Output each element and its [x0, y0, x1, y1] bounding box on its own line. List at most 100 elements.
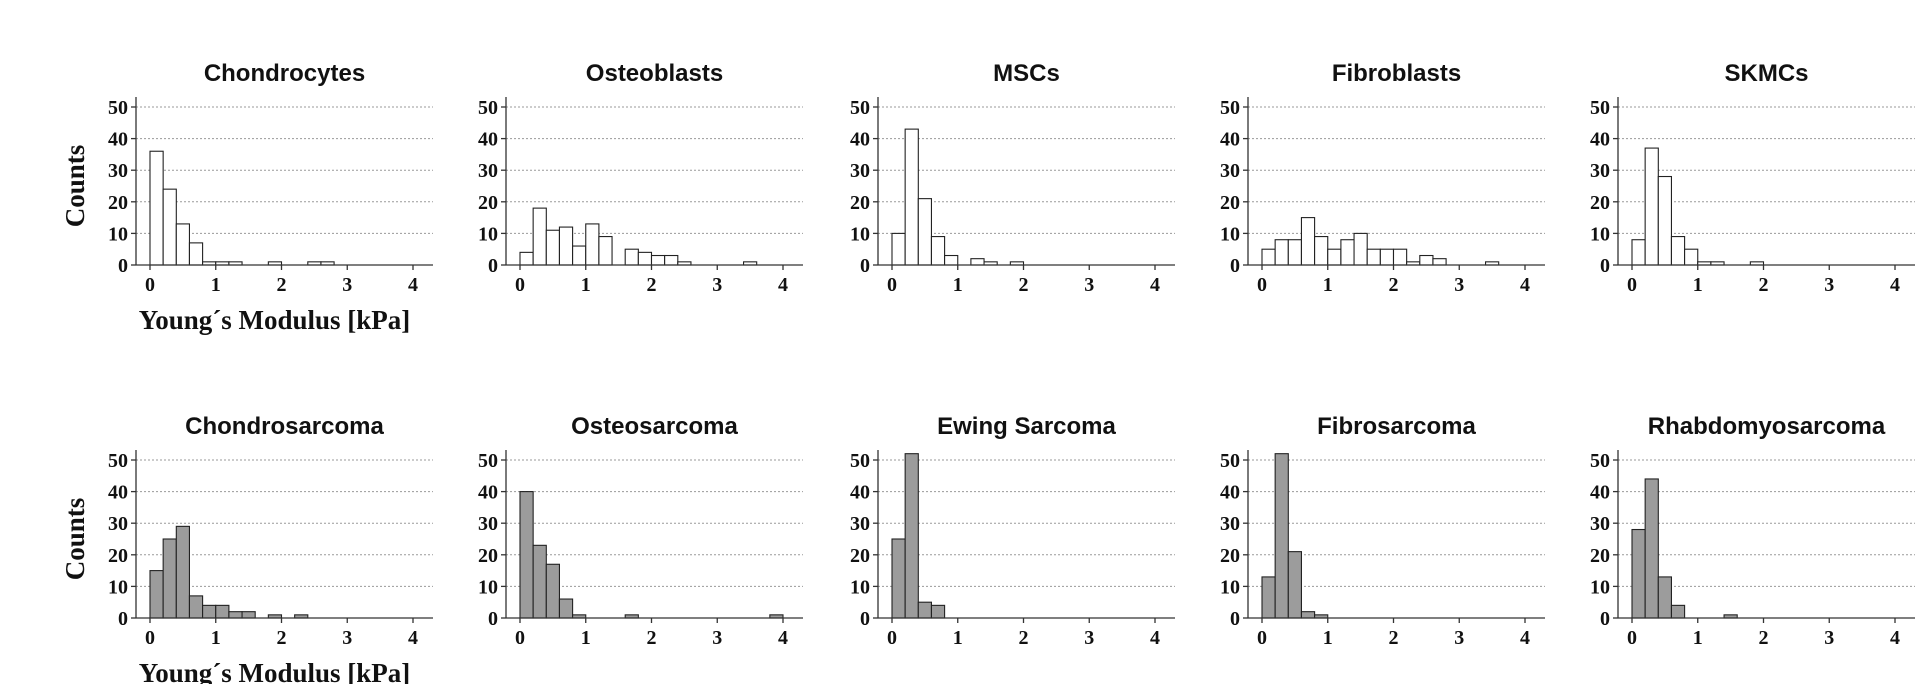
- y-tick-label: 0: [1600, 255, 1610, 277]
- histogram-bar: [664, 254, 679, 266]
- histogram-bar: [1657, 576, 1673, 619]
- y-tick-label: 50: [1590, 450, 1610, 472]
- y-tick-label: 40: [1220, 129, 1240, 151]
- panel-skmcs: SKMCs 0 10 20 30 40 50 0 1 2 3 4: [1590, 60, 1915, 296]
- y-tick-label: 10: [478, 576, 498, 598]
- x-tick-label: 2: [277, 274, 287, 296]
- y-tick-label: 0: [118, 255, 128, 277]
- y-tick-label: 0: [1600, 608, 1610, 630]
- x-tick-label: 0: [145, 274, 155, 296]
- histogram-bar: [1392, 248, 1408, 266]
- x-tick-label: 4: [1150, 274, 1160, 296]
- x-tick-label: 3: [1454, 627, 1464, 649]
- y-tick-label: 50: [850, 450, 870, 472]
- y-tick-label: 30: [850, 160, 870, 182]
- histogram-bar: [545, 563, 560, 619]
- x-tick-label: 0: [1627, 274, 1637, 296]
- panel-fibrosarcoma: Fibrosarcoma 0 10 20 30 40 50 0 1 2 3 4: [1220, 413, 1545, 649]
- panel-title: SKMCs: [1724, 60, 1808, 87]
- histogram-bar: [624, 248, 639, 266]
- x-tick-label: 2: [1759, 274, 1769, 296]
- histogram-bar: [650, 254, 666, 266]
- histogram-bar: [558, 598, 574, 619]
- y-tick-label: 10: [850, 223, 870, 245]
- histogram-bar: [1366, 248, 1381, 266]
- histogram-bar: [1300, 611, 1316, 619]
- histogram-bar: [558, 226, 574, 266]
- y-tick-label: 50: [108, 97, 128, 119]
- x-tick-label: 4: [1890, 274, 1900, 296]
- y-tick-label: 0: [118, 608, 128, 630]
- histogram-bar: [1353, 232, 1368, 266]
- histogram-bar: [1644, 478, 1659, 619]
- y-tick-label: 30: [1220, 160, 1240, 182]
- y-tick-label: 10: [1220, 223, 1240, 245]
- y-tick-label: 50: [478, 97, 498, 119]
- histogram-bar: [175, 223, 191, 266]
- histogram-bar: [1670, 604, 1686, 619]
- histogram-bar: [1287, 551, 1303, 619]
- y-tick-label: 40: [1590, 482, 1610, 504]
- histogram-bar: [1644, 147, 1659, 266]
- x-tick-label: 3: [1824, 274, 1834, 296]
- histogram-bar: [241, 611, 256, 619]
- y-tick-label: 50: [1220, 450, 1240, 472]
- histogram-bar: [637, 251, 653, 266]
- x-tick-label: 4: [408, 627, 418, 649]
- x-tick-label: 0: [887, 274, 897, 296]
- histogram-bar: [1657, 175, 1673, 266]
- x-tick-label: 3: [712, 627, 722, 649]
- histogram-bar: [1419, 254, 1434, 266]
- x-tick-label: 2: [1389, 627, 1399, 649]
- y-tick-label: 30: [108, 513, 128, 535]
- histogram-bar: [1684, 248, 1699, 266]
- x-tick-label: 2: [1019, 274, 1029, 296]
- y-tick-label: 30: [478, 513, 498, 535]
- histogram-bar: [519, 491, 534, 619]
- x-tick-label: 1: [581, 274, 591, 296]
- y-tick-label: 30: [850, 513, 870, 535]
- y-tick-label: 40: [108, 482, 128, 504]
- histogram-bar: [970, 258, 985, 266]
- x-tick-label: 4: [1890, 627, 1900, 649]
- x-tick-label: 4: [1150, 627, 1160, 649]
- y-tick-label: 20: [1220, 192, 1240, 214]
- x-tick-label: 3: [1824, 627, 1834, 649]
- x-tick-label: 3: [712, 274, 722, 296]
- histogram-bar: [930, 236, 946, 266]
- histogram-bar: [519, 251, 534, 266]
- x-tick-label: 2: [647, 274, 657, 296]
- panel-title: Osteosarcoma: [571, 413, 738, 440]
- y-tick-label: 50: [108, 450, 128, 472]
- y-tick-label: 20: [1220, 545, 1240, 567]
- histogram-bar: [215, 604, 230, 619]
- x-tick-label: 4: [408, 274, 418, 296]
- x-tick-label: 0: [1257, 274, 1267, 296]
- histogram-bar: [532, 207, 547, 266]
- histogram-bar: [532, 544, 547, 619]
- panel-fibroblasts: Fibroblasts 0 10 20 30 40 50 0 1 2 3 4: [1220, 60, 1545, 296]
- x-tick-label: 4: [1520, 274, 1530, 296]
- y-tick-label: 50: [850, 97, 870, 119]
- y-tick-label: 30: [1590, 160, 1610, 182]
- y-tick-label: 10: [478, 223, 498, 245]
- x-tick-label: 4: [778, 627, 788, 649]
- histogram-bar: [891, 538, 906, 619]
- x-tick-label: 0: [887, 627, 897, 649]
- histogram-bar: [917, 601, 932, 619]
- histogram-bar: [1631, 528, 1646, 619]
- x-tick-label: 1: [211, 627, 221, 649]
- histogram-bar: [1432, 258, 1447, 266]
- x-tick-label: 3: [1084, 627, 1094, 649]
- histogram-bar: [572, 245, 587, 266]
- panel-title: Chondrosarcoma: [185, 413, 384, 440]
- histogram-bar: [1261, 576, 1276, 619]
- histogram-bar: [904, 453, 919, 619]
- panel-chondrosarcoma: Chondrosarcoma 0 10 20 30 40 50 0 1 2 3 4 Counts Youn…: [60, 413, 433, 684]
- x-tick-label: 2: [1019, 627, 1029, 649]
- y-tick-label: 20: [478, 192, 498, 214]
- x-tick-label: 0: [145, 627, 155, 649]
- panel-title: Rhabdomyosarcoma: [1648, 413, 1886, 440]
- histogram-bar: [1261, 248, 1276, 266]
